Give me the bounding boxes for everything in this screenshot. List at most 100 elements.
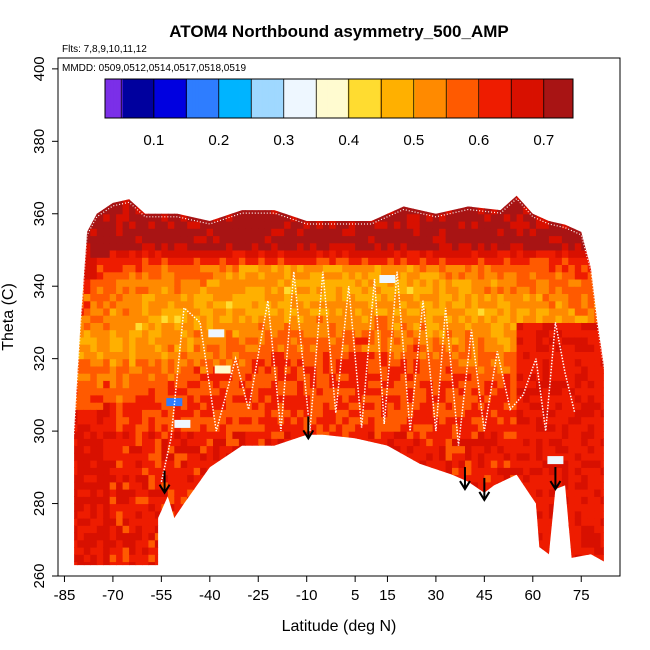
- heat-cell: [555, 438, 563, 447]
- heat-cell: [510, 286, 518, 294]
- heat-cell: [290, 329, 298, 338]
- heat-cell: [116, 547, 124, 555]
- heat-cell: [458, 242, 466, 251]
- heat-cell: [154, 547, 162, 555]
- heat-cell: [258, 307, 266, 316]
- heat-cell: [381, 300, 389, 309]
- heat-cell: [322, 409, 330, 418]
- heat-cell: [303, 373, 311, 381]
- heat-cell: [168, 185, 175, 193]
- heat-cell: [154, 329, 162, 338]
- heat-cell: [271, 250, 279, 258]
- heat-cell: [355, 293, 363, 302]
- heat-cell: [154, 365, 162, 374]
- heat-cell: [316, 279, 324, 287]
- heat-cell: [581, 344, 589, 352]
- heat-cell: [503, 496, 511, 505]
- heat-cell: [387, 235, 395, 244]
- heat-cell: [77, 489, 85, 497]
- heat-cell: [309, 460, 317, 468]
- heat-cell: [497, 561, 505, 566]
- heat-cell: [419, 286, 427, 294]
- heat-cell: [574, 416, 582, 425]
- heat-cell: [148, 496, 156, 505]
- heat-cell: [587, 250, 595, 258]
- heat-cell: [129, 394, 137, 403]
- heat-cell: [374, 489, 382, 497]
- heat-cell: [355, 373, 363, 381]
- heat-cell: [400, 279, 408, 287]
- heat-cell: [238, 293, 246, 302]
- heat-cell: [232, 460, 240, 468]
- heat-cell: [316, 293, 324, 302]
- heat-cell: [529, 322, 537, 331]
- colorbar-segment: [517, 79, 521, 118]
- heat-cell: [465, 489, 473, 497]
- heat-cell: [316, 336, 324, 345]
- heat-cell: [465, 539, 473, 548]
- heat-cell: [90, 365, 98, 374]
- heat-cell: [309, 199, 317, 208]
- heat-cell: [529, 554, 537, 563]
- heat-cell: [161, 431, 169, 439]
- heat-cell: [561, 257, 569, 265]
- colorbar-segment: [347, 79, 352, 118]
- heat-cell: [452, 373, 460, 381]
- heat-cell: [426, 525, 434, 534]
- heat-cell: [161, 358, 169, 367]
- heat-cell: [258, 373, 266, 381]
- heat-cell: [342, 336, 350, 345]
- heat-cell: [290, 518, 298, 526]
- heat-cell: [406, 445, 414, 454]
- heat-cell: [465, 195, 473, 200]
- heat-cell: [581, 213, 589, 222]
- heat-cell: [510, 199, 518, 208]
- heat-cell: [432, 438, 440, 447]
- heat-cell: [103, 344, 111, 352]
- heat-cell: [465, 221, 473, 229]
- colorbar-segment: [172, 79, 176, 118]
- heat-cell: [284, 307, 292, 316]
- heat-cell: [290, 445, 298, 454]
- heat-cell: [322, 206, 330, 215]
- heat-cell: [167, 242, 175, 251]
- heat-cell: [83, 257, 91, 265]
- heat-cell: [568, 365, 576, 374]
- heat-cell: [258, 402, 266, 410]
- heat-cell: [206, 510, 214, 519]
- heat-cell: [439, 315, 447, 323]
- colorbar-segment: [467, 79, 472, 118]
- heat-cell: [503, 387, 511, 396]
- heat-cell: [413, 510, 421, 519]
- heat-cell: [116, 365, 124, 374]
- heat-cell: [303, 300, 311, 309]
- heat-cell: [122, 532, 130, 541]
- heat-cell: [264, 250, 272, 258]
- heat-cell: [426, 206, 434, 215]
- heat-cell: [568, 481, 576, 490]
- heat-cell: [445, 351, 453, 360]
- heat-cell: [387, 452, 395, 461]
- heat-cell: [116, 344, 124, 352]
- heat-cell: [600, 195, 604, 200]
- heat-cell: [484, 199, 492, 208]
- heat-cell: [135, 228, 143, 237]
- heat-cell: [561, 423, 569, 432]
- heat-cell: [309, 257, 317, 265]
- heat-cell: [374, 315, 382, 323]
- heat-cell: [484, 539, 492, 548]
- heat-cell: [277, 510, 285, 519]
- heat-cell: [264, 387, 272, 396]
- heat-cell: [387, 431, 395, 439]
- heat-cell: [471, 213, 479, 222]
- heat-cell: [594, 409, 602, 418]
- heat-cell: [510, 394, 518, 403]
- heat-cell: [471, 423, 479, 432]
- heat-cell: [555, 409, 563, 418]
- heat-cell: [90, 195, 98, 200]
- heat-cell: [219, 213, 227, 222]
- heat-cell: [219, 438, 227, 447]
- heat-cell: [161, 336, 169, 345]
- heat-cell: [594, 199, 602, 208]
- heat-cell: [361, 358, 369, 367]
